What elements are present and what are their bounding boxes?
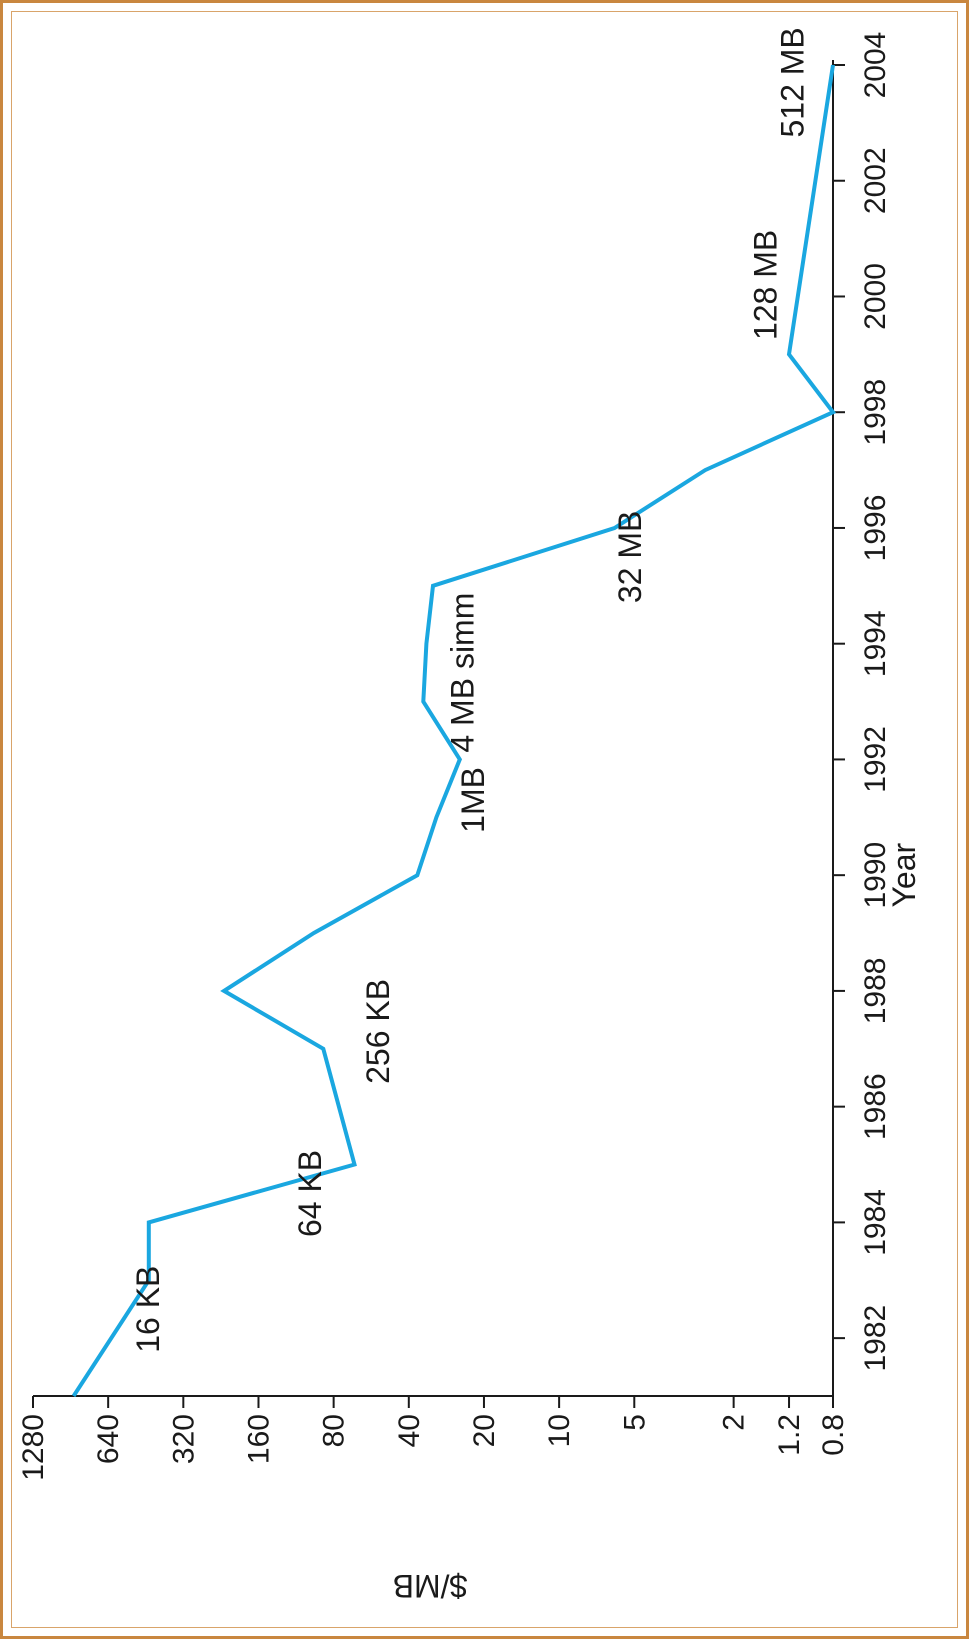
year-tick-label: 1996 [859,495,892,562]
chart-frame-inner [11,11,958,1628]
year-tick-label: 1988 [859,958,892,1025]
price-tick-label: 10 [543,1414,576,1447]
axes [33,60,834,1397]
year-tick-label: 1990 [859,842,892,909]
series-line [71,64,837,1398]
series-annotation: 1MB [455,767,491,833]
price-tick-label: 40 [393,1414,426,1447]
tick-labels: 1982 1984 1986 1988 1990 1992 1994 1996 1998 2000… [17,32,892,1481]
year-tick-label: 2000 [859,263,892,330]
series-annotation: 32 MB [612,511,648,603]
price-tick-label: 320 [167,1414,200,1464]
year-tick-label: 2004 [859,32,892,99]
year-tick-label: 1986 [859,1073,892,1140]
price-tick-label: 1280 [17,1414,50,1481]
year-tick-label: 1984 [859,1189,892,1256]
annotation-layer: 16 KB 64 KB 256 KB 1MB 4 MB simm 32 MB 128 MB 5… [130,27,810,1353]
year-tick-label: 1982 [859,1305,892,1372]
series-annotation: 128 MB [747,230,783,340]
price-tick-label: 1.2 [773,1414,806,1456]
year-tick-label: 1998 [859,379,892,446]
series-annotation: 64 KB [292,1150,328,1237]
tick-marks [32,64,845,1408]
price-tick-label: 2 [718,1414,751,1431]
series-layer [71,64,837,1398]
price-tick-label: 5 [618,1414,651,1431]
price-tick-label: 20 [468,1414,501,1447]
series-annotation: 4 MB simm [445,593,481,753]
series-annotation: 256 KB [360,979,396,1084]
year-tick-label: 1994 [859,610,892,677]
price-tick-label: 160 [242,1414,275,1464]
price-tick-label: 80 [318,1414,351,1447]
year-tick-label: 2002 [859,147,892,214]
y-axis-label: $/MB [393,1568,468,1604]
series-annotation: 512 MB [775,27,811,137]
series-annotation: 16 KB [130,1266,166,1353]
price-tick-label: 640 [92,1414,125,1464]
price-tick-label: 0.8 [817,1414,850,1456]
x-axis-label: Year [886,843,922,908]
year-tick-label: 1992 [859,726,892,793]
